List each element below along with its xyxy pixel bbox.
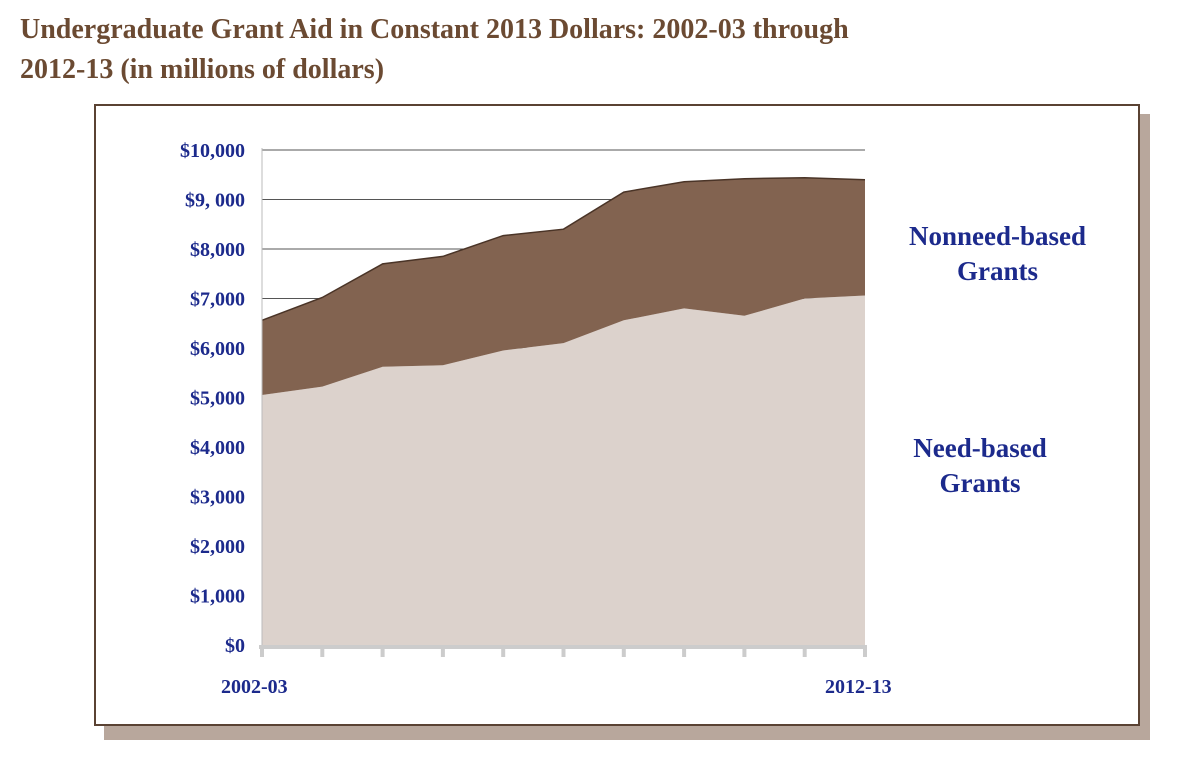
y-tick-label: $9, 000 xyxy=(185,190,245,212)
title-line-1: Undergraduate Grant Aid in Constant 2013… xyxy=(20,14,849,45)
axes xyxy=(259,148,867,657)
x-tick-label-first: 2002-03 xyxy=(221,676,288,698)
y-tick-label: $8,000 xyxy=(190,239,245,261)
y-tick-label: $2,000 xyxy=(190,536,245,558)
chart-title: Undergraduate Grant Aid in Constant 2013… xyxy=(20,10,1020,90)
y-tick-label: $3,000 xyxy=(190,487,245,509)
total-line xyxy=(261,176,866,322)
y-tick-label: $6,000 xyxy=(190,338,245,360)
y-tick-label: $0 xyxy=(225,635,245,657)
legend-need-based: Need-based Grants xyxy=(913,433,1047,498)
legend-nonneed-based: Nonneed-based Grants xyxy=(908,221,1087,286)
y-tick-label: $10,000 xyxy=(180,140,245,162)
y-tick-label: $7,000 xyxy=(190,289,245,311)
series-areas xyxy=(261,176,866,645)
y-tick-label: $5,000 xyxy=(190,388,245,410)
y-tick-labels: $0 $1,000 $2,000 $3,000 $4,000 $5,000 $6,000 $7… xyxy=(180,140,245,657)
y-tick-label: $1,000 xyxy=(190,586,245,608)
area-nonneed-based xyxy=(262,177,865,395)
title-line-2: 2012-13 (in millions of dollars) xyxy=(20,54,385,85)
x-tick-label-last: 2012-13 xyxy=(825,676,892,698)
area-need-based xyxy=(262,295,865,645)
y-tick-label: $4,000 xyxy=(190,437,245,459)
